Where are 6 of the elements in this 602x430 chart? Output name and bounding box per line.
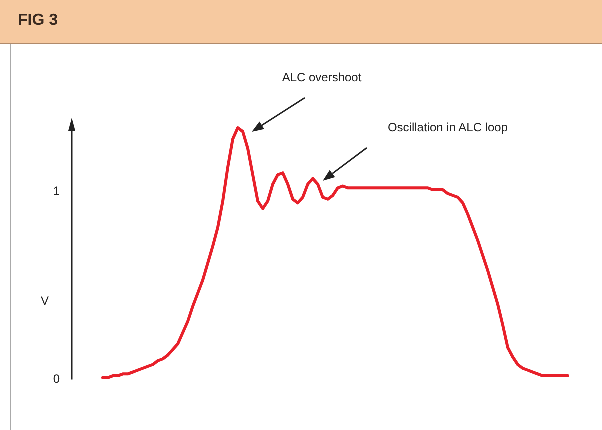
y-tick-label: 0 — [53, 372, 60, 386]
y-axis-title: V — [40, 294, 50, 308]
y-tick-label: 1 — [53, 184, 60, 198]
chart-title: FIG 3 — [18, 12, 58, 30]
text: ALC overshoot — [282, 70, 362, 84]
annotation: Oscillation in ALC loop — [388, 120, 508, 134]
